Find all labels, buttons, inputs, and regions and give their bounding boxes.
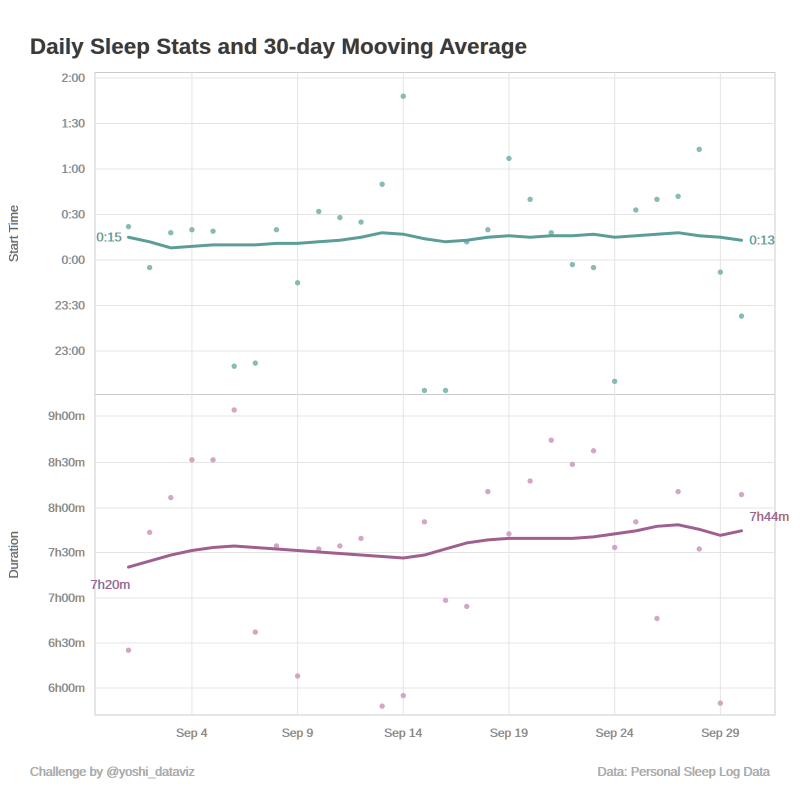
svg-text:6h00m: 6h00m xyxy=(48,681,85,695)
svg-text:1:00: 1:00 xyxy=(62,162,86,176)
svg-text:8h30m: 8h30m xyxy=(48,456,85,470)
svg-text:Start Time: Start Time xyxy=(7,205,21,262)
svg-text:7h20m: 7h20m xyxy=(91,577,131,592)
svg-text:0:15: 0:15 xyxy=(97,229,122,244)
svg-text:Sep 4: Sep 4 xyxy=(176,726,208,740)
svg-text:Sep 19: Sep 19 xyxy=(490,726,528,740)
svg-text:23:30: 23:30 xyxy=(55,299,85,313)
svg-text:Sep 14: Sep 14 xyxy=(384,726,422,740)
svg-text:0:00: 0:00 xyxy=(62,253,86,267)
svg-text:Sep 9: Sep 9 xyxy=(282,726,314,740)
svg-text:0:13: 0:13 xyxy=(750,232,775,247)
svg-text:9h00m: 9h00m xyxy=(48,409,85,423)
svg-text:7h44m: 7h44m xyxy=(750,509,790,524)
svg-text:7h30m: 7h30m xyxy=(48,546,85,560)
svg-text:8h00m: 8h00m xyxy=(48,501,85,515)
svg-text:6h30m: 6h30m xyxy=(48,636,85,650)
svg-text:7h00m: 7h00m xyxy=(48,591,85,605)
svg-text:1:30: 1:30 xyxy=(62,117,86,131)
svg-text:Duration: Duration xyxy=(7,531,21,578)
svg-text:2:00: 2:00 xyxy=(62,71,86,85)
svg-text:Sep 24: Sep 24 xyxy=(596,726,634,740)
svg-text:0:30: 0:30 xyxy=(62,208,86,222)
svg-text:23:00: 23:00 xyxy=(55,344,85,358)
svg-text:Sep 29: Sep 29 xyxy=(701,726,739,740)
